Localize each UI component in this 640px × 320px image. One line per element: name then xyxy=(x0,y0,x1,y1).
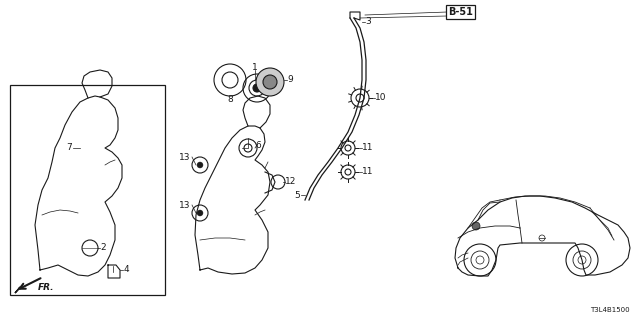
Circle shape xyxy=(263,75,277,89)
Text: 10: 10 xyxy=(375,93,387,102)
Text: FR.: FR. xyxy=(38,283,54,292)
Text: 6: 6 xyxy=(255,140,260,149)
Text: 8: 8 xyxy=(227,95,233,105)
Text: 3: 3 xyxy=(365,18,371,27)
Text: 4: 4 xyxy=(124,266,130,275)
Polygon shape xyxy=(15,287,20,293)
Circle shape xyxy=(253,84,261,92)
Text: 12: 12 xyxy=(285,178,296,187)
Text: 13: 13 xyxy=(179,153,190,162)
Text: 9: 9 xyxy=(287,76,292,84)
Circle shape xyxy=(197,210,203,216)
Bar xyxy=(10,85,165,295)
Text: 7: 7 xyxy=(67,143,72,153)
Circle shape xyxy=(197,162,203,168)
Text: 1: 1 xyxy=(252,63,258,73)
Text: 11: 11 xyxy=(362,167,374,177)
Text: 5: 5 xyxy=(294,190,300,199)
Circle shape xyxy=(256,68,284,96)
Text: 11: 11 xyxy=(362,143,374,153)
Text: B-51: B-51 xyxy=(448,7,473,17)
Text: T3L4B1500: T3L4B1500 xyxy=(590,307,630,313)
Text: 13: 13 xyxy=(179,201,190,210)
Text: 2: 2 xyxy=(100,244,106,252)
Circle shape xyxy=(472,222,480,230)
